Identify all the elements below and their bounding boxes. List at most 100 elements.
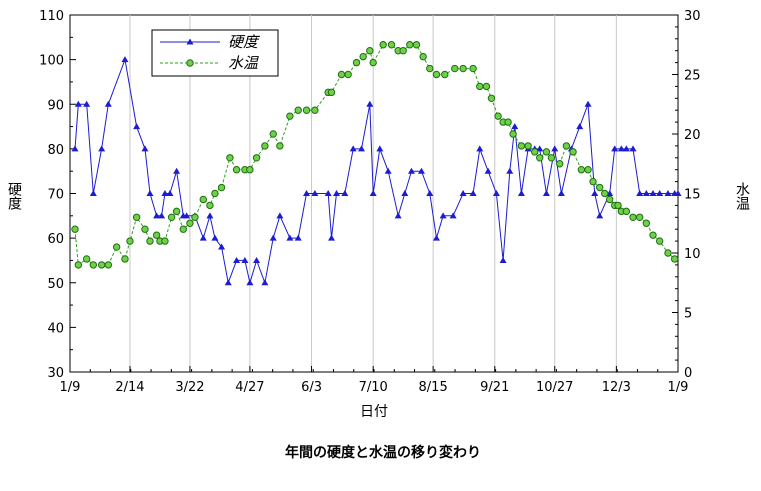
data-point — [591, 190, 599, 196]
data-point — [199, 234, 207, 241]
data-point — [432, 234, 440, 241]
y-left-tick-label: 80 — [47, 143, 64, 158]
tick-labels: 1/9 2/14 3/22 4/27 6/3 7/10 8/15 9/21 10/27 12/3 1… — [39, 9, 700, 395]
series-layer — [71, 41, 682, 286]
data-point — [206, 201, 214, 210]
data-point — [337, 70, 346, 79]
data-point — [556, 160, 564, 168]
data-point — [83, 100, 91, 107]
y-right-tick-label: 30 — [684, 9, 701, 24]
y-left-tick-label: 110 — [39, 9, 64, 24]
data-point — [121, 255, 129, 263]
data-point — [601, 189, 609, 198]
data-point — [369, 190, 377, 196]
data-point — [71, 225, 79, 233]
y-left-tick-label: 50 — [47, 277, 64, 292]
data-point — [379, 41, 387, 49]
y-left-tick-label: 40 — [47, 321, 64, 336]
data-point — [439, 212, 447, 219]
data-point — [112, 243, 121, 251]
data-point — [611, 145, 619, 152]
data-point — [89, 190, 97, 196]
legend: 硬度 水温 — [151, 29, 279, 77]
data-point — [232, 166, 241, 174]
series-hardness — [71, 56, 682, 286]
data-point — [153, 212, 161, 219]
data-point — [359, 52, 367, 61]
y-axis-title-right: 水温 — [734, 182, 750, 210]
data-point — [269, 130, 277, 138]
data-point — [596, 212, 604, 219]
series-water-temp — [71, 41, 679, 269]
data-point — [492, 190, 500, 196]
data-point — [576, 123, 584, 130]
data-point — [104, 261, 113, 269]
data-point — [551, 145, 559, 152]
data-point — [261, 142, 269, 150]
data-point — [589, 177, 597, 186]
data-point — [542, 190, 550, 196]
data-point — [302, 106, 311, 114]
data-point — [617, 145, 625, 152]
data-point — [226, 154, 234, 162]
data-point — [417, 167, 425, 174]
x-tick-label: 3/22 — [175, 380, 204, 395]
data-point — [509, 130, 517, 138]
data-point — [569, 148, 577, 156]
data-point — [399, 47, 407, 55]
data-point — [635, 213, 644, 222]
data-point — [366, 100, 374, 107]
legend-marker-hardness — [186, 38, 194, 45]
data-point — [324, 190, 332, 196]
data-point — [459, 190, 467, 196]
data-point — [211, 234, 219, 241]
data-point — [179, 225, 187, 233]
x-tick-label: 4/27 — [235, 380, 264, 395]
data-point — [241, 256, 249, 263]
data-point — [406, 41, 414, 49]
data-point — [253, 256, 261, 263]
y-axis-title-left: 硬度 — [6, 182, 22, 210]
data-point — [286, 112, 294, 120]
data-point — [89, 261, 98, 269]
data-point — [82, 255, 91, 263]
y-left-tick-label: 30 — [47, 366, 64, 381]
x-tick-label: 7/10 — [359, 380, 388, 395]
data-point — [121, 56, 129, 63]
data-point — [252, 154, 261, 162]
data-point — [161, 190, 169, 196]
data-point — [206, 212, 214, 219]
data-point — [133, 123, 141, 130]
data-point — [449, 212, 457, 219]
x-tick-label: 1/9 — [60, 380, 81, 395]
data-point — [358, 145, 366, 152]
x-tick-label: 2/14 — [115, 380, 144, 395]
data-point — [536, 154, 544, 162]
data-point — [333, 190, 341, 196]
data-point — [394, 212, 402, 219]
data-point — [441, 70, 449, 79]
data-point — [432, 70, 441, 79]
data-point — [186, 219, 194, 227]
data-point — [166, 190, 174, 196]
data-point — [341, 190, 349, 196]
data-point — [261, 279, 269, 286]
data-point — [217, 183, 226, 192]
data-point — [132, 213, 141, 222]
y-right-tick-label: 25 — [684, 69, 701, 84]
x-tick-label: 6/3 — [301, 380, 322, 395]
data-point — [211, 189, 219, 198]
data-point — [664, 249, 672, 257]
data-point — [649, 190, 657, 196]
data-point — [476, 82, 484, 91]
data-point — [224, 279, 232, 286]
data-point — [484, 167, 492, 174]
data-point — [459, 64, 467, 73]
data-point — [476, 145, 484, 152]
data-point — [98, 145, 106, 152]
data-point — [656, 190, 664, 196]
chart-title: 年間の硬度と水温の移り変わり — [285, 444, 481, 461]
data-point — [517, 190, 525, 196]
data-point — [246, 279, 254, 286]
